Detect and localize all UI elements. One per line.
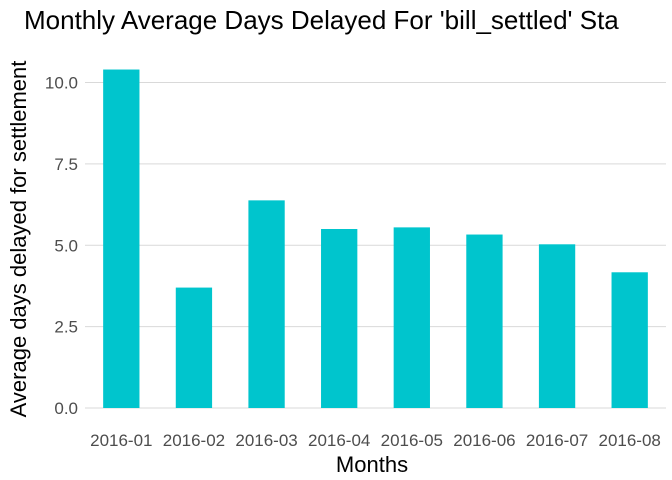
x-tick-label: 2016-03	[235, 431, 297, 450]
bar-2016-01	[103, 69, 140, 408]
y-axis-title: Average days delayed for settlement	[6, 61, 31, 418]
y-tick-label: 0.0	[54, 399, 78, 418]
y-tick-label: 10.0	[45, 74, 78, 93]
bar-2016-03	[248, 200, 285, 408]
x-axis-title: Months	[336, 452, 408, 477]
x-tick-label: 2016-07	[526, 431, 588, 450]
y-tick-label: 7.5	[54, 155, 78, 174]
bar-2016-02	[175, 287, 213, 408]
x-tick-label: 2016-06	[453, 431, 515, 450]
x-tick-label: 2016-08	[598, 431, 660, 450]
y-tick-label: 5.0	[54, 236, 78, 255]
bar-group	[103, 69, 648, 408]
y-tick-labels: 0.0 2.5 5.0 7.5 10.0	[45, 74, 78, 418]
bar-2016-05	[393, 227, 430, 408]
bar-2016-06	[466, 234, 503, 408]
bar-2016-08	[611, 272, 648, 408]
x-tick-label: 2016-01	[90, 431, 152, 450]
x-tick-label: 2016-04	[308, 431, 370, 450]
x-tick-label: 2016-05	[381, 431, 443, 450]
x-tick-labels: 2016-01 2016-02 2016-03 2016-04 2016-05 2016-…	[90, 431, 661, 450]
chart-title: Monthly Average Days Delayed For 'bill_s…	[24, 5, 619, 35]
bar-2016-04	[321, 229, 358, 408]
grid-lines	[85, 82, 666, 409]
y-tick-label: 2.5	[54, 318, 78, 337]
bar-2016-07	[538, 244, 576, 408]
x-tick-label: 2016-02	[163, 431, 225, 450]
